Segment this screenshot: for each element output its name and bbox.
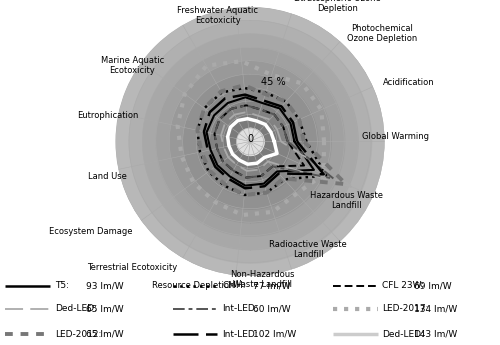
Text: Int-LED:: Int-LED: (222, 329, 258, 339)
Text: Human Toxicity: Human Toxicity (235, 0, 299, 1)
Text: Freshwater Aquatic
Ecotoxicity: Freshwater Aquatic Ecotoxicity (178, 6, 258, 25)
Text: Land Use: Land Use (88, 172, 128, 181)
Text: Acidification: Acidification (383, 78, 434, 87)
Text: Ecosystem Damage: Ecosystem Damage (49, 227, 132, 236)
Text: Global Warming: Global Warming (362, 132, 429, 141)
Text: Resource Depletion: Resource Depletion (152, 282, 235, 290)
Text: Stratospheric Ozone
Depletion: Stratospheric Ozone Depletion (295, 0, 380, 13)
Text: Ded-LED:: Ded-LED: (55, 304, 97, 313)
Text: Radioactive Waste
Landfill: Radioactive Waste Landfill (270, 240, 347, 259)
Text: Terrestrial Ecotoxicity: Terrestrial Ecotoxicity (87, 263, 178, 272)
Text: CFL 23W:: CFL 23W: (382, 281, 424, 290)
Text: Photochemical
Ozone Depletion: Photochemical Ozone Depletion (347, 24, 418, 43)
Text: Non-Hazardous
Waste Landfill: Non-Hazardous Waste Landfill (230, 270, 295, 289)
Text: Marine Aquatic
Ecotoxicity: Marine Aquatic Ecotoxicity (101, 56, 164, 76)
Text: 93 lm/W: 93 lm/W (86, 281, 124, 290)
Text: LED-2017:: LED-2017: (382, 304, 429, 313)
Text: 60 lm/W: 60 lm/W (254, 304, 291, 313)
Text: 45 %: 45 % (260, 77, 285, 87)
Text: T5:: T5: (55, 281, 69, 290)
Text: 143 lm/W: 143 lm/W (414, 329, 457, 339)
Text: 134 lm/W: 134 lm/W (414, 304, 457, 313)
Text: Hazardous Waste
Landfill: Hazardous Waste Landfill (310, 191, 383, 210)
Text: 69 lm/W: 69 lm/W (414, 281, 451, 290)
Text: 65 lm/W: 65 lm/W (86, 329, 124, 339)
Text: Ded-LED:: Ded-LED: (382, 329, 424, 339)
Text: 0: 0 (247, 134, 253, 144)
Text: 77 lm/W: 77 lm/W (254, 281, 291, 290)
Text: Eutrophication: Eutrophication (77, 111, 138, 120)
Text: LED-2012:: LED-2012: (55, 329, 102, 339)
Text: 65 lm/W: 65 lm/W (86, 304, 124, 313)
Text: 102 lm/W: 102 lm/W (254, 329, 296, 339)
Text: CMH:: CMH: (222, 281, 246, 290)
Text: Int-LED:: Int-LED: (222, 304, 258, 313)
